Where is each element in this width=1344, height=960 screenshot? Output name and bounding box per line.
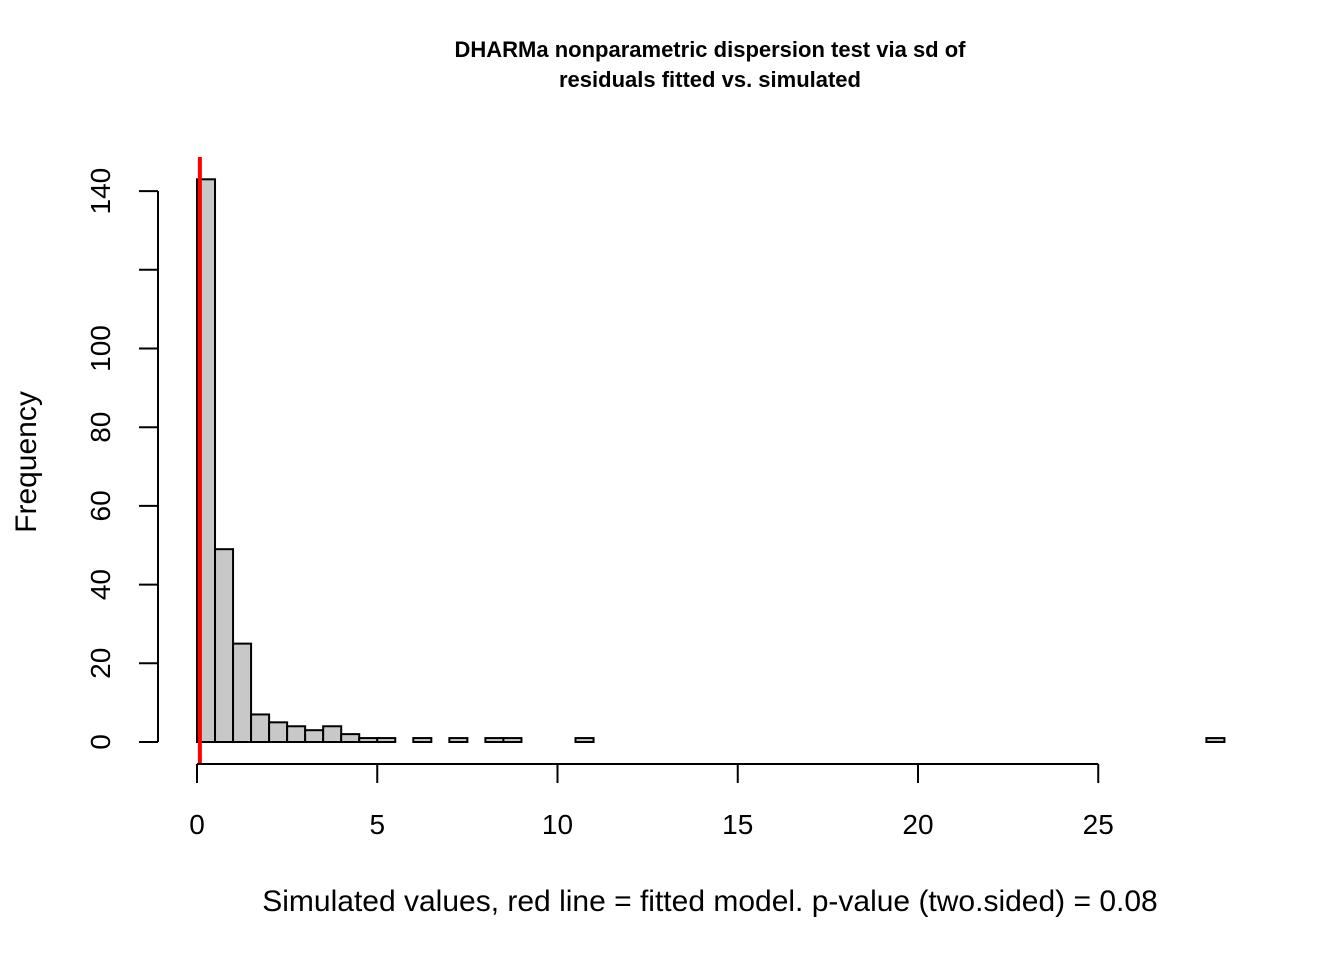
histogram-bar (268, 721, 289, 744)
x-axis: 0 5 10 15 20 25 (189, 763, 1114, 840)
y-tick-label: 80 (85, 412, 116, 443)
chart-title-line-1: DHARMa nonparametric dispersion test via… (455, 37, 967, 62)
histogram-bar (376, 737, 397, 744)
histogram-bars (196, 178, 1226, 744)
histogram-bar (322, 725, 343, 744)
histogram-bar (232, 642, 253, 743)
x-tick-label: 5 (369, 809, 385, 840)
y-axis: 0 20 40 60 80 100 140 (85, 168, 159, 750)
x-axis-label: Simulated values, red line = fitted mode… (262, 885, 1158, 918)
y-tick-label: 20 (85, 648, 116, 679)
histogram-bar (1205, 737, 1226, 744)
y-tick-label: 60 (85, 490, 116, 521)
histogram-bar (286, 725, 307, 744)
histogram-bar (358, 737, 379, 744)
y-tick-label: 40 (85, 569, 116, 600)
histogram-bar (340, 733, 361, 744)
histogram-bar (214, 548, 235, 743)
histogram-bar (304, 729, 325, 744)
x-tick-label: 10 (542, 809, 573, 840)
x-tick-label: 25 (1083, 809, 1114, 840)
chart-title-line-2: residuals fitted vs. simulated (559, 67, 861, 92)
x-tick-label: 0 (189, 809, 205, 840)
histogram-bar (250, 713, 271, 744)
histogram-bar (448, 737, 469, 744)
histogram-bar (412, 737, 433, 744)
x-tick-label: 15 (722, 809, 753, 840)
y-tick-label: 0 (85, 734, 116, 750)
histogram-bar (502, 737, 523, 744)
x-tick-label: 20 (902, 809, 933, 840)
histogram-bar (574, 737, 595, 744)
y-tick-label: 100 (85, 325, 116, 372)
y-tick-label: 140 (85, 168, 116, 215)
histogram-bar (484, 737, 505, 744)
y-axis-label: Frequency (10, 391, 43, 533)
